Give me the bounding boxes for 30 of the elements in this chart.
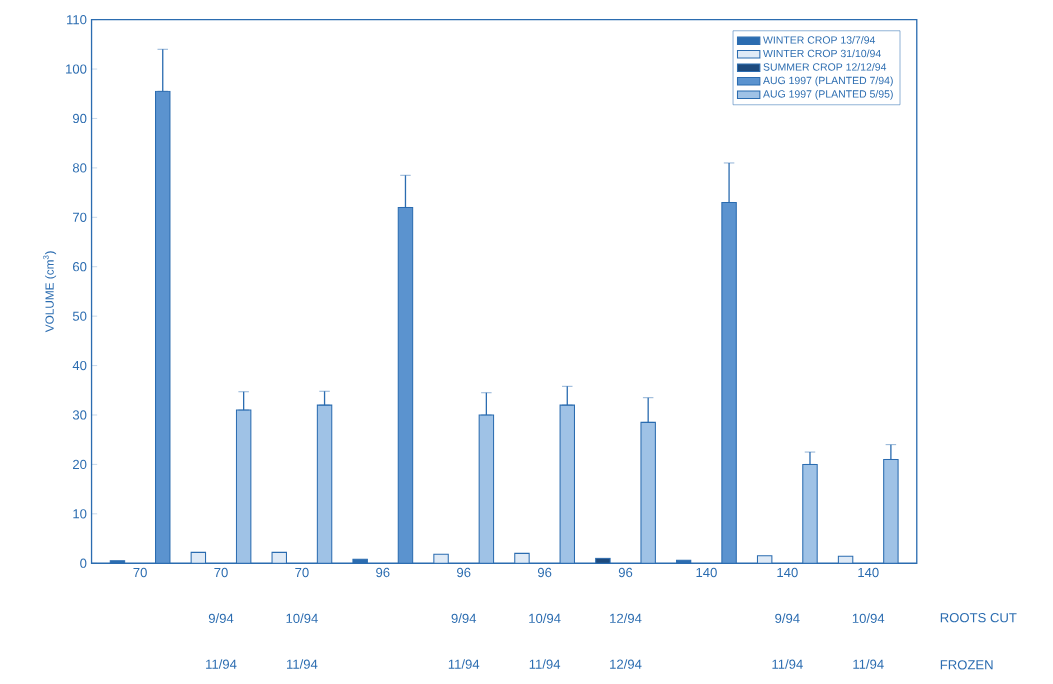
y-tick-label: 50 <box>72 311 87 321</box>
y-tick-label: 60 <box>73 262 87 272</box>
category-label: 96 10/94 11/94 <box>529 568 561 669</box>
y-tick-label: 30 <box>72 410 87 420</box>
y-tick-label: 20 <box>73 459 87 470</box>
legend-label: AUG 1997 (PLANTED 5/95) <box>763 90 893 100</box>
y-axis-title: VOLUME (cm$^{3}$) <box>43 251 57 333</box>
category-label: 96 9/94 11/94 <box>448 568 480 669</box>
text: FROZEN <box>940 660 993 670</box>
y-tick-label: 90 <box>72 113 87 124</box>
y-tick-label: 40 <box>72 361 87 371</box>
category-label: 140 9/94 11/94 <box>772 568 803 669</box>
x-tick-label: 96 <box>376 568 390 578</box>
x-tick-label: 70 <box>133 568 147 578</box>
legend-label: WINTER CROP 31/10/94 <box>763 49 881 58</box>
y-tick-label: 10 <box>73 509 87 519</box>
legend-label: WINTER CROP 13/7/94 <box>763 36 876 44</box>
y-tick-label: 70 <box>73 212 87 223</box>
category-label: 140 10/94 11/94 <box>852 568 885 669</box>
legend-label: AUG 1997 (PLANTED 7/94) <box>763 76 893 87</box>
y-tick-label: 80 <box>72 163 87 173</box>
y-tick-label: 100 <box>66 64 87 74</box>
category-label: 70 10/94 11/94 <box>286 568 318 669</box>
category-label: 70 9/94 11/94 <box>206 568 237 669</box>
x-tick-label: 140 <box>696 568 717 578</box>
legend-label: SUMMER CROP 12/12/94 <box>763 63 887 71</box>
category-label: 96 12/94 12/94 <box>610 568 642 669</box>
y-tick-label: 0 <box>80 558 87 568</box>
text: ROOTS CUT <box>940 613 1017 623</box>
y-tick-label: 110 <box>67 15 87 25</box>
